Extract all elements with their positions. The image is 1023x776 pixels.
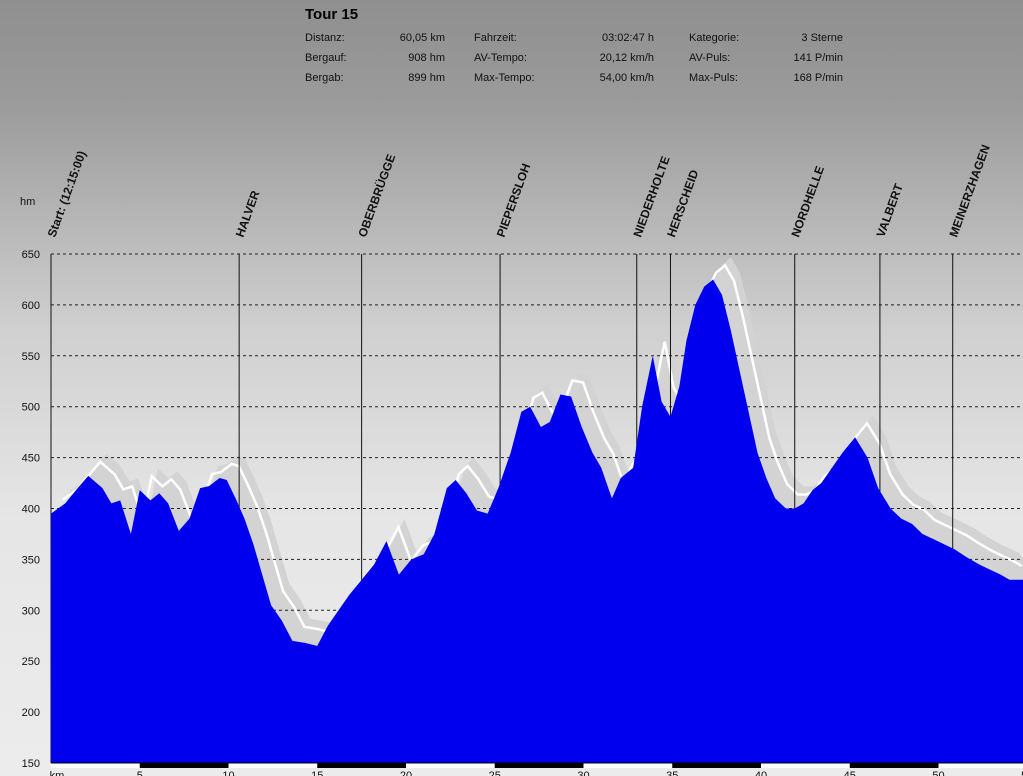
- y-tick-label: 200: [22, 707, 40, 719]
- stat-label-distanz: Distanz:: [305, 32, 345, 44]
- x-axis-scale-segment: [849, 763, 939, 768]
- stat-value-fahrzeit: 03:02:47 h: [602, 32, 654, 44]
- stat-label-kategorie: Kategorie:: [689, 32, 740, 44]
- y-tick-label: 450: [22, 453, 40, 465]
- x-tick-label: 40: [755, 770, 767, 776]
- x-axis-scale-segment: [406, 763, 495, 768]
- waypoint-label: NORDHELLE: [788, 164, 827, 239]
- x-tick-label: 10: [222, 770, 234, 776]
- waypoint-label: VALBERT: [874, 181, 906, 239]
- x-axis-scale-segment: [672, 763, 761, 768]
- x-tick-label: 5: [137, 770, 143, 776]
- stat-label-max-tempo: Max-Tempo:: [474, 72, 535, 84]
- waypoint-label: Start: (12:15:00): [45, 149, 89, 239]
- tour-title: Tour 15: [305, 6, 359, 23]
- x-tick-label: 25: [489, 770, 501, 776]
- x-tick-label: 35: [666, 770, 678, 776]
- stat-label-max-puls: Max-Puls:: [689, 72, 738, 84]
- elevation-area: [51, 279, 1023, 763]
- stat-value-av-puls: 141 P/min: [793, 52, 843, 64]
- x-axis-scale-segment: [761, 763, 850, 768]
- waypoint-label: HERSCHEID: [664, 168, 701, 240]
- stat-value-bergauf: 908 hm: [408, 52, 445, 64]
- stat-label-av-puls: AV-Puls:: [689, 52, 731, 64]
- waypoint-label: HALVER: [233, 188, 263, 239]
- y-tick-label: 500: [22, 402, 40, 414]
- x-tick-label: 30: [577, 770, 589, 776]
- x-axis-scale-segment: [938, 763, 1023, 768]
- x-axis-scale-segment: [494, 763, 584, 768]
- x-tick-label: 50: [932, 770, 944, 776]
- stat-value-bergab: 899 hm: [408, 72, 445, 84]
- y-tick-label: 650: [22, 249, 40, 261]
- y-tick-label: 400: [22, 504, 40, 516]
- y-tick-label: 150: [22, 758, 40, 770]
- x-tick-label: 15: [311, 770, 323, 776]
- stat-value-distanz: 60,05 km: [399, 32, 445, 44]
- x-tick-label: 20: [400, 770, 412, 776]
- waypoint-label: PIEPERSLOH: [494, 162, 534, 239]
- x-axis-scale-segment: [583, 763, 673, 768]
- x-axis-scale-segment: [139, 763, 229, 768]
- stat-value-kategorie: 3 Sterne: [801, 32, 843, 44]
- stat-value-av-tempo: 20,12 km/h: [599, 52, 654, 64]
- x-tick-label: 45: [844, 770, 856, 776]
- waypoint-label: MEINERZHAGEN: [946, 143, 992, 239]
- x-tick-label: 55: [1021, 770, 1023, 776]
- x-tick-label: km: [50, 770, 65, 776]
- stat-label-fahrzeit: Fahrzeit:: [474, 32, 517, 44]
- y-tick-label: 250: [22, 656, 40, 668]
- waypoint-label: OBERBRÜGGE: [354, 152, 398, 239]
- stat-value-max-puls: 168 P/min: [793, 72, 843, 84]
- y-axis-unit-label: hm: [20, 196, 36, 208]
- y-tick-label: 600: [22, 300, 40, 312]
- y-tick-label: 550: [22, 351, 40, 363]
- x-axis-scale-segment: [228, 763, 318, 768]
- stat-label-bergab: Bergab:: [305, 72, 344, 84]
- y-tick-label: 350: [22, 554, 40, 566]
- stat-label-av-tempo: AV-Tempo:: [474, 52, 527, 64]
- x-axis-scale-segment: [51, 763, 140, 768]
- x-axis-scale-segment: [317, 763, 406, 768]
- stat-value-max-tempo: 54,00 km/h: [599, 72, 654, 84]
- y-tick-label: 300: [22, 605, 40, 617]
- stat-label-bergauf: Bergauf:: [305, 52, 347, 64]
